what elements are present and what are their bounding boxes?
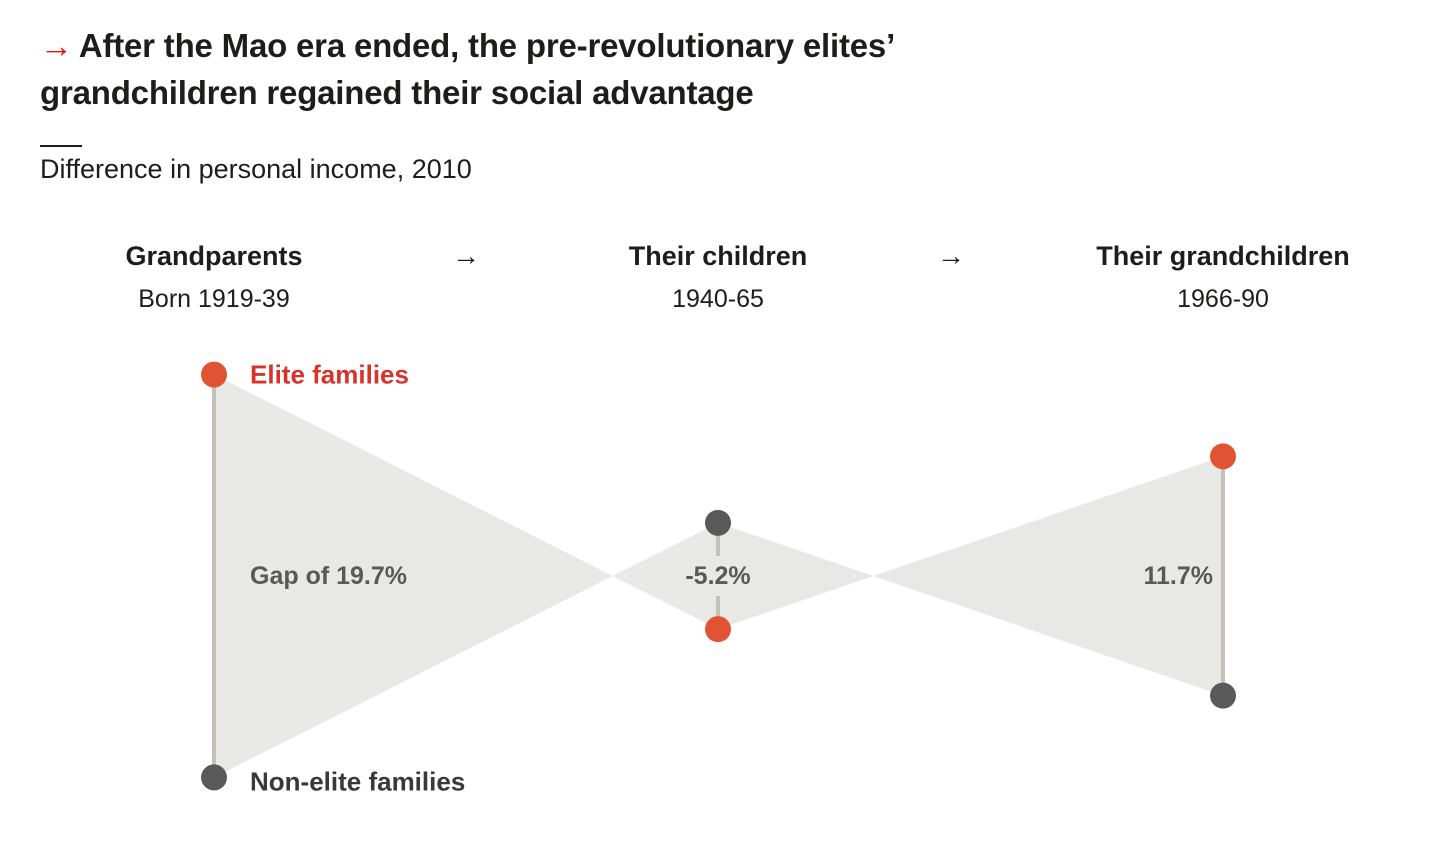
gap-area-1 <box>718 456 1223 696</box>
flow-arrow-icon: → <box>452 240 480 271</box>
generation-header: Grandparents <box>125 241 302 271</box>
gap-label: -5.2% <box>685 562 750 590</box>
chart-title: → After the Mao era ended, the pre-revolu… <box>40 22 1040 116</box>
elite-dot <box>1210 443 1236 470</box>
generation-header: Their children <box>629 241 808 271</box>
title-rule <box>40 145 82 147</box>
generation-header: Their grandchildren <box>1096 241 1350 271</box>
legend-elite-families: Elite families <box>250 360 409 390</box>
chart-subtitle: Difference in personal income, 2010 <box>40 154 472 184</box>
gap-area-0 <box>214 374 718 778</box>
right-arrow-icon: → <box>40 27 73 64</box>
generation-period: 1966-90 <box>1177 285 1269 313</box>
gap-label: 11.7% <box>1143 562 1213 590</box>
legend-non-elite-families: Non-elite families <box>250 766 465 796</box>
elite-dot <box>705 616 731 643</box>
elite-dot <box>201 361 227 388</box>
generation-period: Born 1919-39 <box>138 285 290 313</box>
gap-label: Gap of 19.7% <box>250 562 407 590</box>
chart-title-text: After the Mao era ended, the pre-revolut… <box>40 27 894 111</box>
flow-arrow-icon: → <box>937 240 965 271</box>
non-elite-dot <box>201 764 227 791</box>
non-elite-dot <box>705 509 731 536</box>
non-elite-dot <box>1210 682 1236 709</box>
generation-period: 1940-65 <box>672 285 764 313</box>
